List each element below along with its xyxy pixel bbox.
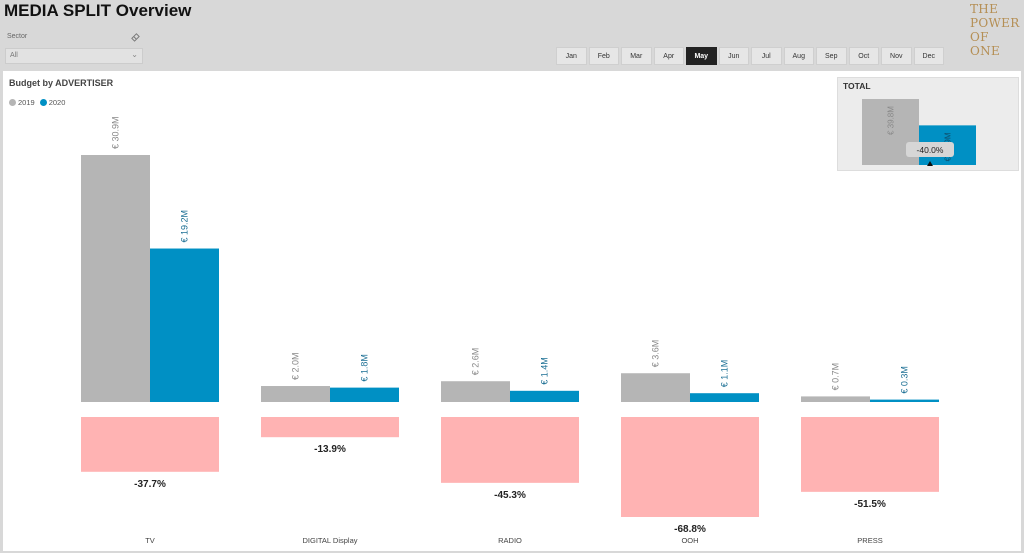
bar-2019-ooh[interactable] [621, 373, 690, 402]
month-button-sep[interactable]: Sep [816, 47, 847, 65]
bar-2019-digital-display[interactable] [261, 386, 330, 402]
month-button-jul[interactable]: Jul [751, 47, 782, 65]
data-label-2019-digital-display: € 2.0M [291, 352, 301, 380]
month-button-mar[interactable]: Mar [621, 47, 652, 65]
sector-dropdown-value: All [10, 52, 18, 59]
legend-label-2020: 2020 [48, 98, 66, 107]
bar-2020-digital-display[interactable] [330, 387, 399, 402]
triangle-up-icon [927, 161, 933, 166]
legend-swatch-2020 [39, 99, 47, 106]
legend-label-2019: 2019 [18, 98, 35, 107]
category-label-tv: TV [145, 536, 155, 545]
category-label-ooh: OOH [681, 536, 698, 545]
change-bar-digital-display[interactable] [261, 417, 399, 438]
bar-2020-press[interactable] [870, 399, 939, 402]
change-bar-tv[interactable] [81, 417, 219, 472]
data-label-2019-ooh: € 3.6M [651, 340, 661, 368]
data-label-2020-tv: € 19.2M [180, 210, 190, 243]
sector-filter-label: Sector [7, 33, 28, 40]
data-label-2020-press: € 0.3M [900, 366, 910, 394]
month-button-oct[interactable]: Oct [848, 47, 879, 65]
legend-swatch-2019 [9, 99, 16, 106]
bar-2020-radio[interactable] [510, 390, 579, 402]
logo-line: ONE [970, 44, 1000, 58]
bar-2019-press[interactable] [801, 396, 870, 402]
total-change-badge [906, 142, 954, 157]
total-change-label: -40.0% [917, 145, 944, 155]
month-button-dec[interactable]: Dec [913, 47, 944, 65]
month-button-may[interactable]: May [686, 47, 717, 65]
data-label-2020-radio: € 1.4M [540, 357, 550, 385]
legend-item-2019: 2019 [9, 98, 35, 107]
month-button-aug[interactable]: Aug [783, 47, 814, 65]
logo-line: OF [970, 30, 989, 44]
data-label-2020-digital-display: € 1.8M [360, 354, 370, 382]
month-button-jun[interactable]: Jun [718, 47, 749, 65]
change-bar-press[interactable] [801, 417, 939, 492]
month-button-apr[interactable]: Apr [653, 47, 684, 65]
chart-legend: 2019 2020 [9, 98, 68, 107]
logo-line: THE [970, 2, 999, 16]
data-label-2019-radio: € 2.6M [471, 348, 481, 376]
category-label-press: PRESS [857, 536, 882, 545]
total-data-label-2019: € 39.8M [887, 106, 896, 135]
legend-item-2020: 2020 [39, 98, 66, 107]
bar-2020-ooh[interactable] [690, 393, 759, 402]
change-bar-radio[interactable] [441, 417, 579, 483]
page-title: MEDIA SPLIT Overview [4, 1, 192, 20]
logo-line: POWER [970, 16, 1020, 30]
total-card-title: TOTAL [843, 81, 871, 91]
data-label-2019-press: € 0.7M [831, 363, 841, 391]
bar-2020-tv[interactable] [150, 248, 219, 402]
bar-2019-tv[interactable] [81, 155, 150, 402]
month-slicer: Jan Feb Mar Apr May Jun Jul Aug Sep Oct Nov Dec [556, 47, 944, 65]
bar-2019-radio[interactable] [441, 381, 510, 402]
change-label-digital-display: -13.9% [314, 444, 346, 455]
change-label-press: -51.5% [854, 499, 886, 510]
change-label-ooh: -68.8% [674, 524, 706, 535]
sector-dropdown[interactable]: All ⌄ [5, 48, 143, 64]
month-button-nov[interactable]: Nov [881, 47, 912, 65]
change-label-radio: -45.3% [494, 490, 526, 501]
eraser-icon[interactable] [130, 31, 141, 42]
data-label-2019-tv: € 30.9M [111, 116, 121, 149]
chevron-down-icon: ⌄ [131, 50, 138, 59]
chart-title: Budget by ADVERTISER [9, 78, 114, 88]
month-button-jan[interactable]: Jan [556, 47, 587, 65]
category-label-digital-display: DIGITAL Display [302, 536, 357, 545]
data-label-2020-ooh: € 1.1M [720, 360, 730, 388]
change-label-tv: -37.7% [134, 479, 166, 490]
month-button-feb[interactable]: Feb [588, 47, 619, 65]
change-bar-ooh[interactable] [621, 417, 759, 517]
category-label-radio: RADIO [498, 536, 522, 545]
company-logo: THE POWER OF ONE [970, 2, 1020, 58]
